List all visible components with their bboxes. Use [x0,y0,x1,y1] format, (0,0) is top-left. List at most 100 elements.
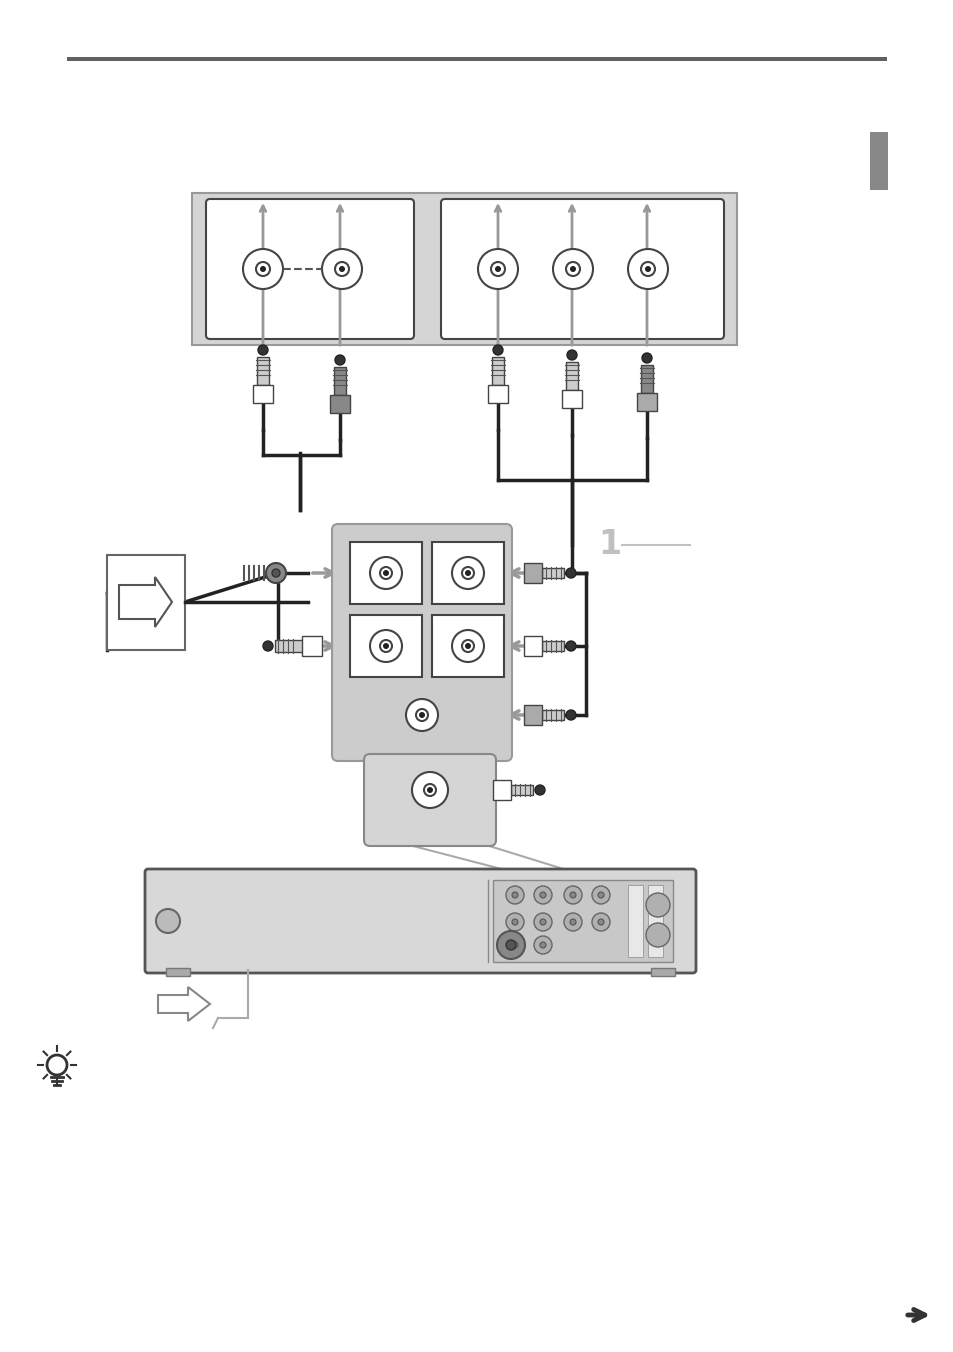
Circle shape [272,569,280,577]
Bar [302,635,322,656]
Circle shape [243,249,283,289]
Circle shape [565,262,579,276]
Circle shape [566,350,577,360]
Circle shape [645,923,669,946]
Bar [561,389,581,408]
Circle shape [512,919,517,925]
Circle shape [569,919,576,925]
Bar [541,568,563,579]
Bar [493,880,672,963]
Circle shape [427,787,433,794]
Circle shape [379,639,392,652]
Bar [647,886,662,957]
Circle shape [322,249,361,289]
Circle shape [645,894,669,917]
Circle shape [627,249,667,289]
Bar [330,395,350,412]
Bar [350,615,421,677]
Circle shape [565,568,576,579]
Circle shape [495,266,500,272]
Circle shape [539,942,545,948]
Circle shape [539,892,545,898]
Circle shape [640,262,655,276]
Circle shape [534,913,552,932]
Bar [432,542,503,604]
Bar [650,968,675,976]
Bar [640,365,652,393]
Bar [541,710,563,721]
Circle shape [592,913,609,932]
Circle shape [452,557,483,589]
Circle shape [464,571,471,576]
Bar [511,786,533,795]
Circle shape [382,644,389,649]
Circle shape [335,262,349,276]
FancyBboxPatch shape [206,199,414,339]
Text: 1: 1 [598,529,621,561]
Circle shape [335,356,345,365]
Circle shape [497,932,524,959]
Circle shape [505,886,523,904]
Bar [565,362,578,389]
Circle shape [553,249,593,289]
Bar [107,556,185,650]
FancyBboxPatch shape [440,199,723,339]
Bar [67,57,886,61]
FancyBboxPatch shape [364,754,496,846]
Bar [253,385,273,403]
Circle shape [534,886,552,904]
Bar [256,357,269,385]
FancyBboxPatch shape [145,869,696,973]
Bar [192,193,737,345]
Circle shape [565,641,576,652]
Circle shape [156,909,180,933]
Circle shape [491,262,504,276]
Circle shape [416,708,428,721]
Circle shape [592,886,609,904]
Circle shape [255,262,270,276]
Circle shape [565,710,576,721]
Polygon shape [119,577,172,627]
Circle shape [461,566,474,579]
Circle shape [512,892,517,898]
Circle shape [569,892,576,898]
Circle shape [598,919,603,925]
Circle shape [370,630,401,662]
Bar [523,635,541,656]
Bar [492,357,503,385]
Circle shape [452,630,483,662]
Circle shape [379,566,392,579]
Circle shape [569,266,576,272]
Circle shape [263,641,273,652]
Circle shape [493,345,502,356]
FancyBboxPatch shape [332,525,512,761]
Circle shape [505,913,523,932]
Bar [432,615,503,677]
Circle shape [598,892,603,898]
Circle shape [563,913,581,932]
Circle shape [412,772,448,808]
Circle shape [563,886,581,904]
Polygon shape [158,987,210,1021]
Bar [166,968,190,976]
Bar [637,393,657,411]
Circle shape [461,639,474,652]
Circle shape [644,266,650,272]
Circle shape [505,936,523,955]
Circle shape [512,942,517,948]
Bar [488,385,507,403]
Bar [350,542,421,604]
Bar [274,639,303,652]
Bar [493,780,511,800]
Bar [334,366,346,395]
Circle shape [534,936,552,955]
Bar [523,704,541,725]
Circle shape [477,249,517,289]
Circle shape [423,784,436,796]
Bar [541,641,563,652]
Circle shape [257,345,268,356]
Circle shape [505,940,516,950]
Circle shape [535,786,544,795]
Bar [627,886,642,957]
Circle shape [406,699,437,731]
